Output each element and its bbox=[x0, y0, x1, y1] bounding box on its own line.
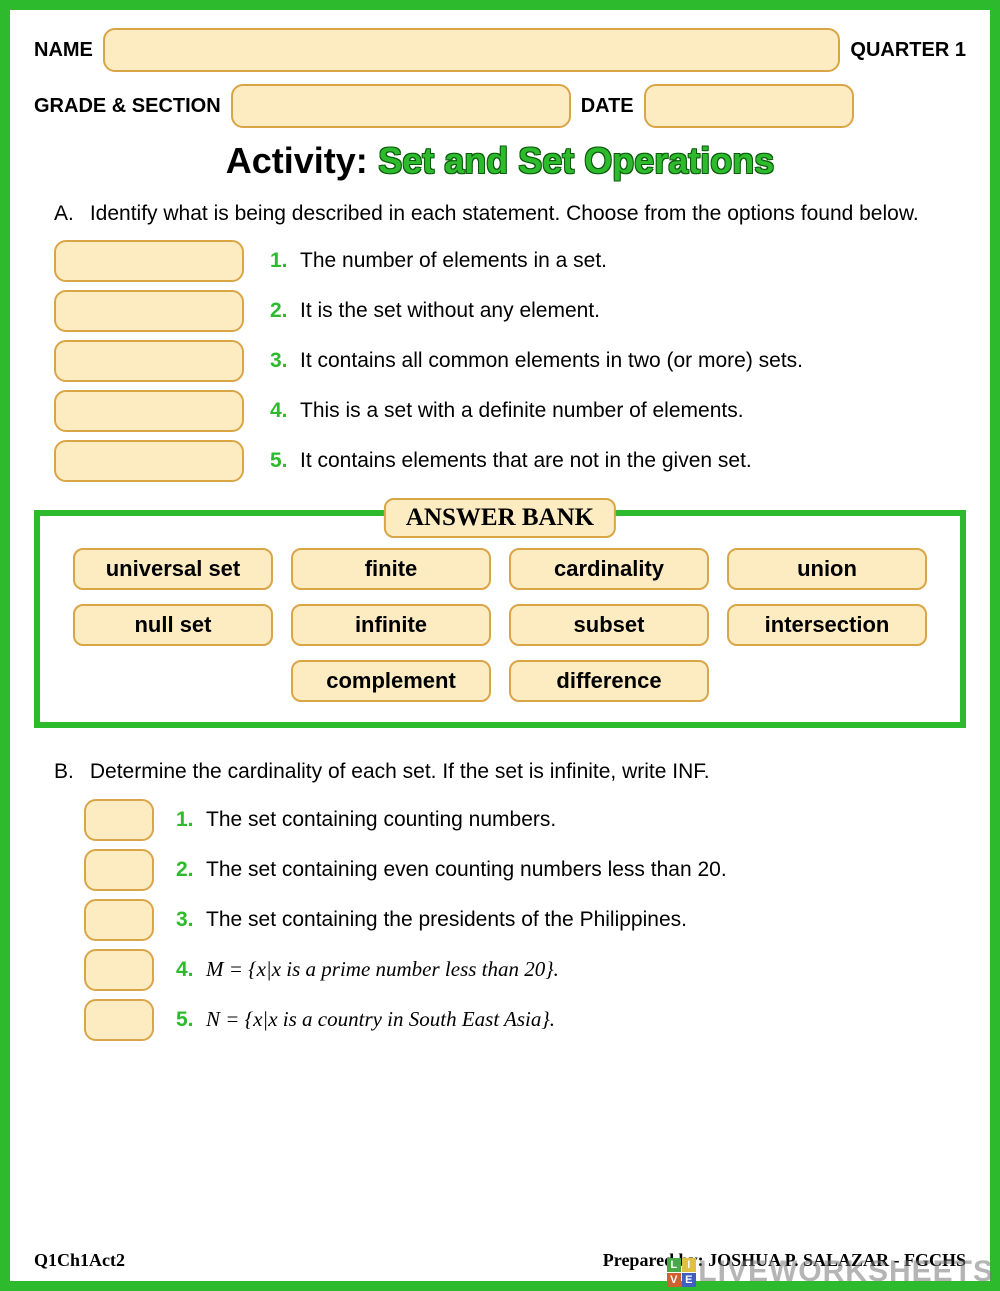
wm-v: V bbox=[667, 1273, 681, 1287]
section-b-letter: B. bbox=[54, 758, 84, 786]
wm-i: I bbox=[682, 1258, 696, 1272]
a-num-2: 2. bbox=[270, 299, 300, 323]
header-row-2: GRADE & SECTION DATE bbox=[34, 84, 966, 128]
b-item-1: 1. The set containing counting numbers. bbox=[54, 799, 966, 841]
grade-section-input[interactable] bbox=[231, 84, 571, 128]
bank-item[interactable]: universal set bbox=[73, 548, 273, 590]
a-num-5: 5. bbox=[270, 449, 300, 473]
bank-item[interactable]: infinite bbox=[291, 604, 491, 646]
a-stmt-1: The number of elements in a set. bbox=[300, 249, 607, 273]
b-num-1: 1. bbox=[176, 808, 206, 832]
name-label: NAME bbox=[34, 39, 93, 62]
answer-bank-container: ANSWER BANK universal set finite cardina… bbox=[34, 510, 966, 728]
wm-e: E bbox=[682, 1273, 696, 1287]
quarter-label: QUARTER 1 bbox=[850, 39, 966, 62]
a-item-5: 5. It contains elements that are not in … bbox=[54, 440, 966, 482]
a-num-3: 3. bbox=[270, 349, 300, 373]
wm-l: L bbox=[667, 1258, 681, 1272]
bank-item[interactable]: difference bbox=[509, 660, 709, 702]
title-prefix: Activity: bbox=[226, 140, 368, 181]
title-main: Set and Set Operations bbox=[378, 140, 774, 181]
bank-item[interactable]: union bbox=[727, 548, 927, 590]
a-answer-5[interactable] bbox=[54, 440, 244, 482]
section-b-intro: B. Determine the cardinality of each set… bbox=[54, 758, 966, 786]
section-b-text: Determine the cardinality of each set. I… bbox=[90, 760, 710, 783]
a-item-1: 1. The number of elements in a set. bbox=[54, 240, 966, 282]
b-stmt-4: M = {x|x is a prime number less than 20}… bbox=[206, 957, 559, 982]
b-answer-3[interactable] bbox=[84, 899, 154, 941]
bank-item[interactable]: cardinality bbox=[509, 548, 709, 590]
bank-item[interactable]: complement bbox=[291, 660, 491, 702]
activity-title: Activity: Set and Set Operations bbox=[34, 140, 966, 182]
b-item-5: 5. N = {x|x is a country in South East A… bbox=[54, 999, 966, 1041]
b-num-5: 5. bbox=[176, 1008, 206, 1032]
a-item-3: 3. It contains all common elements in tw… bbox=[54, 340, 966, 382]
bank-item[interactable]: null set bbox=[73, 604, 273, 646]
a-answer-3[interactable] bbox=[54, 340, 244, 382]
a-num-1: 1. bbox=[270, 249, 300, 273]
answer-bank: ANSWER BANK universal set finite cardina… bbox=[34, 510, 966, 728]
b-num-4: 4. bbox=[176, 958, 206, 982]
bank-item[interactable]: intersection bbox=[727, 604, 927, 646]
name-input[interactable] bbox=[103, 28, 841, 72]
answer-bank-grid: universal set finite cardinality union n… bbox=[60, 548, 940, 702]
b-answer-1[interactable] bbox=[84, 799, 154, 841]
a-stmt-2: It is the set without any element. bbox=[300, 299, 600, 323]
a-item-2: 2. It is the set without any element. bbox=[54, 290, 966, 332]
b-stmt-5: N = {x|x is a country in South East Asia… bbox=[206, 1007, 555, 1032]
section-a-text: Identify what is being described in each… bbox=[90, 202, 919, 225]
b-stmt-3: The set containing the presidents of the… bbox=[206, 908, 687, 932]
section-a-intro: A. Identify what is being described in e… bbox=[54, 200, 966, 228]
b-answer-5[interactable] bbox=[84, 999, 154, 1041]
a-stmt-3: It contains all common elements in two (… bbox=[300, 349, 803, 373]
watermark: L I V E LIVEWORKSHEETS bbox=[667, 1255, 994, 1289]
b-item-3: 3. The set containing the presidents of … bbox=[54, 899, 966, 941]
watermark-text: LIVEWORKSHEETS bbox=[698, 1255, 994, 1289]
bank-item[interactable]: finite bbox=[291, 548, 491, 590]
b-stmt-1: The set containing counting numbers. bbox=[206, 808, 556, 832]
b-num-2: 2. bbox=[176, 858, 206, 882]
b-item-4: 4. M = {x|x is a prime number less than … bbox=[54, 949, 966, 991]
a-stmt-5: It contains elements that are not in the… bbox=[300, 449, 752, 473]
watermark-logo-icon: L I V E bbox=[667, 1258, 696, 1287]
answer-bank-title: ANSWER BANK bbox=[384, 498, 616, 538]
a-answer-4[interactable] bbox=[54, 390, 244, 432]
footer-code: Q1Ch1Act2 bbox=[34, 1250, 125, 1271]
date-input[interactable] bbox=[644, 84, 854, 128]
a-stmt-4: This is a set with a definite number of … bbox=[300, 399, 744, 423]
a-num-4: 4. bbox=[270, 399, 300, 423]
a-item-4: 4. This is a set with a definite number … bbox=[54, 390, 966, 432]
section-a-letter: A. bbox=[54, 200, 84, 228]
grade-section-label: GRADE & SECTION bbox=[34, 95, 221, 118]
b-answer-2[interactable] bbox=[84, 849, 154, 891]
worksheet-page: NAME QUARTER 1 GRADE & SECTION DATE Acti… bbox=[0, 0, 1000, 1291]
header-row-1: NAME QUARTER 1 bbox=[34, 28, 966, 72]
bank-item[interactable]: subset bbox=[509, 604, 709, 646]
b-stmt-2: The set containing even counting numbers… bbox=[206, 858, 727, 882]
b-item-2: 2. The set containing even counting numb… bbox=[54, 849, 966, 891]
b-answer-4[interactable] bbox=[84, 949, 154, 991]
date-label: DATE bbox=[581, 95, 634, 118]
a-answer-1[interactable] bbox=[54, 240, 244, 282]
b-num-3: 3. bbox=[176, 908, 206, 932]
a-answer-2[interactable] bbox=[54, 290, 244, 332]
